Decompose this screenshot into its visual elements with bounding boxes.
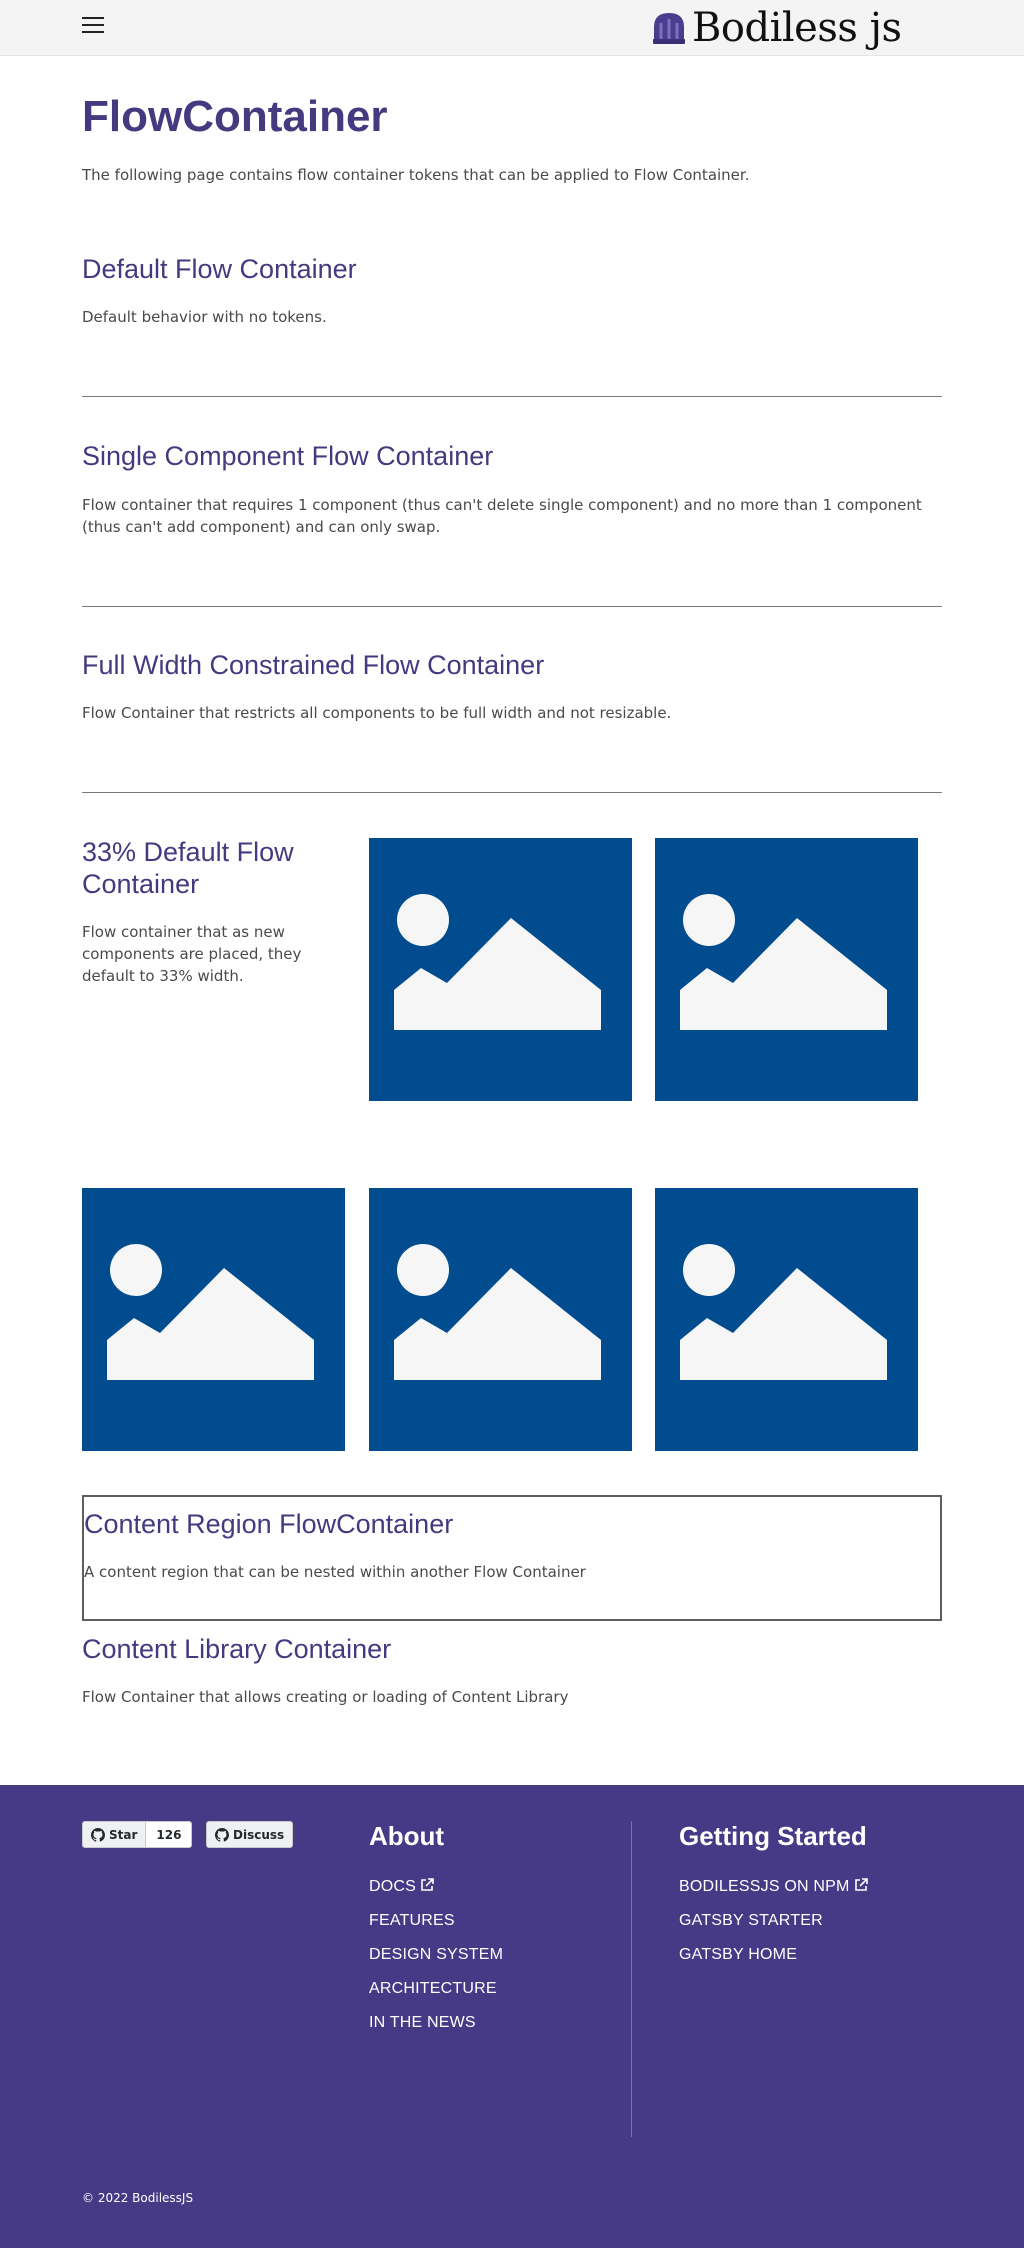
section-desc-fullwidth: Flow Container that restricts all compon… [82, 704, 672, 722]
image-placeholder-icon [680, 894, 887, 1030]
site-logo[interactable]: Bodiless js [652, 5, 902, 51]
external-link-icon [854, 1878, 868, 1891]
footer-link-design-system[interactable]: DESIGN SYSTEM [369, 1946, 504, 1963]
image-tile[interactable] [655, 838, 918, 1101]
hamburger-menu-icon[interactable] [82, 17, 104, 37]
image-tile[interactable] [82, 1188, 345, 1451]
section-desc-third: Flow container that as new components ar… [82, 923, 302, 985]
footer-link-architecture[interactable]: ARCHITECTURE [369, 1980, 497, 1997]
page-intro: The following page contains flow contain… [82, 166, 750, 184]
footer-link-npm[interactable]: BODILESSJS ON NPM [679, 1878, 868, 1896]
divider [82, 792, 942, 793]
logo-text: Bodiless js [692, 5, 902, 51]
footer-heading-getting-started: Getting Started [679, 1821, 867, 1851]
image-placeholder-icon [107, 1244, 314, 1380]
footer-divider [631, 1821, 632, 2137]
top-bar: Bodiless js [0, 0, 1024, 56]
github-star-count[interactable]: 126 [145, 1822, 192, 1847]
image-tile[interactable] [369, 1188, 632, 1451]
section-title-single: Single Component Flow Container [82, 441, 494, 471]
page-title-block: FlowContainer [82, 92, 942, 142]
footer-link-gatsby-starter[interactable]: GATSBY STARTER [679, 1912, 823, 1929]
github-icon [91, 1827, 105, 1842]
divider [82, 606, 942, 607]
footer-link-in-the-news[interactable]: IN THE NEWS [369, 2014, 476, 2031]
copyright: © 2022 BodilessJS [82, 2191, 194, 2205]
section-title-fullwidth: Full Width Constrained Flow Container [82, 650, 545, 680]
section-desc-default: Default behavior with no tokens. [82, 308, 327, 326]
github-icon [215, 1827, 229, 1842]
content-region-box: Content Region FlowContainer A content r… [82, 1495, 942, 1621]
github-star-label: Star [109, 1827, 138, 1842]
footer-heading-about: About [369, 1821, 445, 1851]
github-discuss-label: Discuss [233, 1827, 285, 1842]
section-title-library: Content Library Container [82, 1634, 392, 1664]
image-placeholder-icon [394, 1244, 601, 1380]
image-tile[interactable] [369, 838, 632, 1101]
section-desc-region: A content region that can be nested with… [84, 1563, 586, 1581]
footer-link-label: DOCS [369, 1878, 417, 1895]
footer-link-docs[interactable]: DOCS [369, 1878, 434, 1896]
site-footer: Star 126 Discuss About DOCS FEATURES DES… [0, 1785, 1024, 2248]
footer-link-gatsby-home[interactable]: GATSBY HOME [679, 1946, 798, 1963]
section-title-region: Content Region FlowContainer [84, 1509, 454, 1539]
section-title-third: 33% Default Flow Container [82, 837, 294, 899]
image-tile[interactable] [655, 1188, 918, 1451]
footer-link-label: BODILESSJS ON NPM [679, 1878, 850, 1895]
image-placeholder-icon [680, 1244, 887, 1380]
github-star-button[interactable]: Star 126 [82, 1821, 193, 1848]
external-link-icon [421, 1878, 434, 1891]
github-discuss-button[interactable]: Discuss [206, 1821, 294, 1848]
section-desc-library: Flow Container that allows creating or l… [82, 1688, 569, 1706]
bodiless-beanie-logo-icon [653, 13, 685, 44]
image-placeholder-icon [394, 894, 601, 1030]
footer-link-features[interactable]: FEATURES [369, 1912, 455, 1929]
divider [82, 396, 942, 397]
page-title: FlowContainer [82, 92, 388, 141]
section-desc-single: Flow container that requires 1 component… [82, 496, 922, 536]
section-title-default: Default Flow Container [82, 254, 357, 284]
